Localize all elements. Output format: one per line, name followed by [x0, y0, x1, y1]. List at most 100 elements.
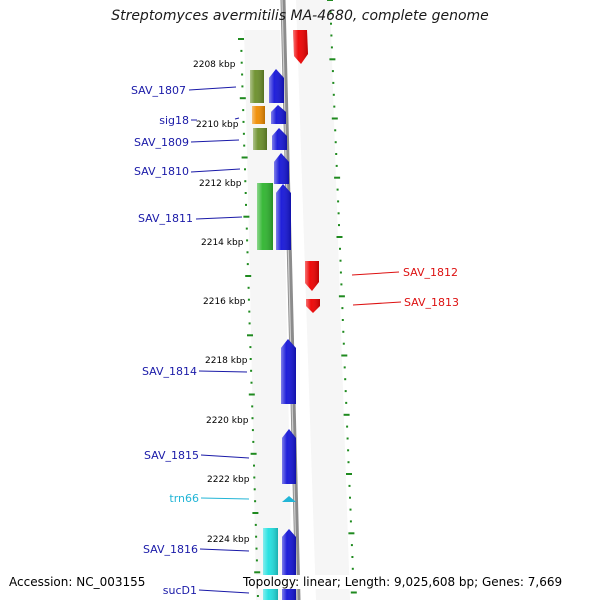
gene-label-trn66[interactable]: trn66	[169, 492, 199, 505]
scale-tick-major	[238, 38, 244, 40]
scale-tick-major	[327, 0, 333, 1]
scale-label: 2216 kbp	[203, 297, 246, 307]
scale-tick-minor	[251, 417, 254, 420]
scale-tick-minor	[247, 298, 250, 301]
scale-tick-minor	[243, 144, 246, 147]
scale-tick-minor	[242, 120, 245, 123]
gene-feature-sav1809[interactable]	[253, 128, 287, 150]
leader-line-sav1812	[351, 271, 400, 276]
scale-tick-minor	[333, 105, 336, 108]
leader-line-sav1807	[188, 86, 237, 91]
scale-tick-minor	[341, 319, 344, 321]
scale-tick-minor	[245, 227, 248, 230]
scale-tick-minor	[242, 109, 245, 112]
scale-tick-major	[341, 354, 348, 357]
scale-tick-minor	[348, 484, 351, 487]
genome-backbone	[280, 0, 301, 600]
scale-tick-minor	[344, 390, 347, 393]
scale-tick-minor	[249, 358, 252, 360]
scale-tick-major	[241, 156, 248, 159]
scale-tick-minor	[249, 346, 252, 349]
scale-labels: 2208 kbp 2210 kbp 2212 kbp 2214 kbp 2216…	[193, 60, 250, 545]
scale-tick-minor	[341, 307, 344, 310]
gene-feature-sav1816[interactable]	[263, 528, 296, 576]
scale-tick-minor	[255, 547, 258, 550]
reverse-strand-features	[293, 30, 320, 313]
scale-ticks-left	[238, 38, 261, 597]
scale-tick-minor	[331, 70, 334, 73]
gene-feature-sav1812[interactable]	[305, 261, 319, 291]
scale-tick-major	[350, 591, 357, 594]
scale-tick-minor	[248, 310, 251, 313]
scale-tick-major	[247, 334, 253, 337]
leader-line-sav1811	[195, 216, 243, 220]
leader-line-sav1809	[190, 139, 240, 143]
scale-tick-minor	[351, 567, 354, 570]
trna-arrow-forward[interactable]	[282, 496, 296, 502]
scale-tick-minor	[347, 449, 350, 452]
gene-label-sucd1[interactable]: sucD1	[163, 584, 197, 597]
gene-label-sav1811[interactable]: SAV_1811	[138, 212, 193, 225]
gene-label-sav1807[interactable]: SAV_1807	[131, 84, 186, 97]
scale-label: 2222 kbp	[207, 475, 250, 485]
scale-label: 2214 kbp	[201, 238, 244, 248]
gene-feature-sav1814[interactable]	[281, 339, 296, 404]
scale-tick-minor	[330, 22, 332, 25]
scale-tick-minor	[245, 203, 247, 206]
scale-tick-major	[331, 117, 338, 120]
gene-labels: SAV_1807 sig18 SAV_1809 SAV_1810 SAV_181…	[131, 84, 459, 597]
scale-tick-major	[245, 275, 252, 277]
gene-feature-sig18[interactable]	[252, 105, 286, 124]
label-leader-lines	[188, 86, 402, 594]
gene-feature-trn66[interactable]	[282, 496, 296, 502]
scale-tick-minor	[335, 153, 338, 155]
scale-tick-minor	[334, 129, 337, 132]
gene-feature-sav1813[interactable]	[306, 299, 320, 313]
scale-tick-minor	[349, 520, 352, 523]
scale-tick-minor	[240, 49, 243, 52]
gene-label-sav1815[interactable]: SAV_1815	[144, 449, 199, 462]
map-title: Streptomyces avermitilis MA-4680, comple…	[111, 8, 489, 24]
scale-tick-minor	[248, 322, 251, 325]
scale-tick-minor	[337, 200, 340, 203]
gene-label-sav1812[interactable]: SAV_1812	[403, 266, 458, 279]
scale-tick-major	[346, 473, 352, 475]
scale-tick-minor	[246, 251, 249, 254]
gene-label-sav1814[interactable]: SAV_1814	[142, 365, 197, 378]
gene-label-sav1813[interactable]: SAV_1813	[404, 296, 459, 309]
gene-label-sav1816[interactable]: SAV_1816	[143, 543, 198, 556]
gene-feature-sav1807[interactable]	[250, 69, 284, 103]
scale-tick-minor	[256, 595, 259, 597]
scale-tick-minor	[255, 559, 258, 562]
leader-line-sav1810	[190, 168, 241, 173]
scale-label: 2210 kbp	[196, 120, 239, 130]
scale-tick-minor	[345, 401, 348, 404]
gene-label-sav1809[interactable]: SAV_1809	[134, 136, 189, 149]
scale-tick-minor	[332, 81, 335, 84]
scale-tick-minor	[342, 330, 345, 333]
gene-label-sig18[interactable]: sig18	[159, 114, 189, 127]
gene-feature-sav1815[interactable]	[282, 429, 296, 484]
leader-line-sav1814	[198, 370, 248, 373]
leader-line-sucd1	[198, 589, 250, 594]
scale-label: 2220 kbp	[206, 416, 249, 426]
scale-tick-minor	[346, 437, 349, 440]
scale-tick-minor	[244, 192, 247, 194]
leader-line-sig18	[234, 117, 240, 120]
scale-tick-minor	[340, 283, 343, 286]
gene-feature-sav1810[interactable]	[274, 153, 289, 184]
scale-tick-minor	[335, 164, 338, 167]
scale-tick-minor	[254, 523, 257, 526]
gene-label-sav1810[interactable]: SAV_1810	[134, 165, 189, 178]
leader-line-trn66	[200, 497, 250, 500]
scale-tick-minor	[349, 508, 352, 511]
gene-feature-sav1811[interactable]	[257, 183, 291, 250]
scale-tick-minor	[253, 488, 256, 491]
scale-tick-major	[239, 97, 246, 100]
accession-text: Accession: NC_003155	[9, 575, 146, 589]
scale-tick-major	[336, 236, 343, 238]
scale-tick-major	[343, 413, 350, 416]
unlabeled-gene-feature[interactable]	[293, 30, 308, 64]
scale-tick-major	[334, 176, 341, 179]
